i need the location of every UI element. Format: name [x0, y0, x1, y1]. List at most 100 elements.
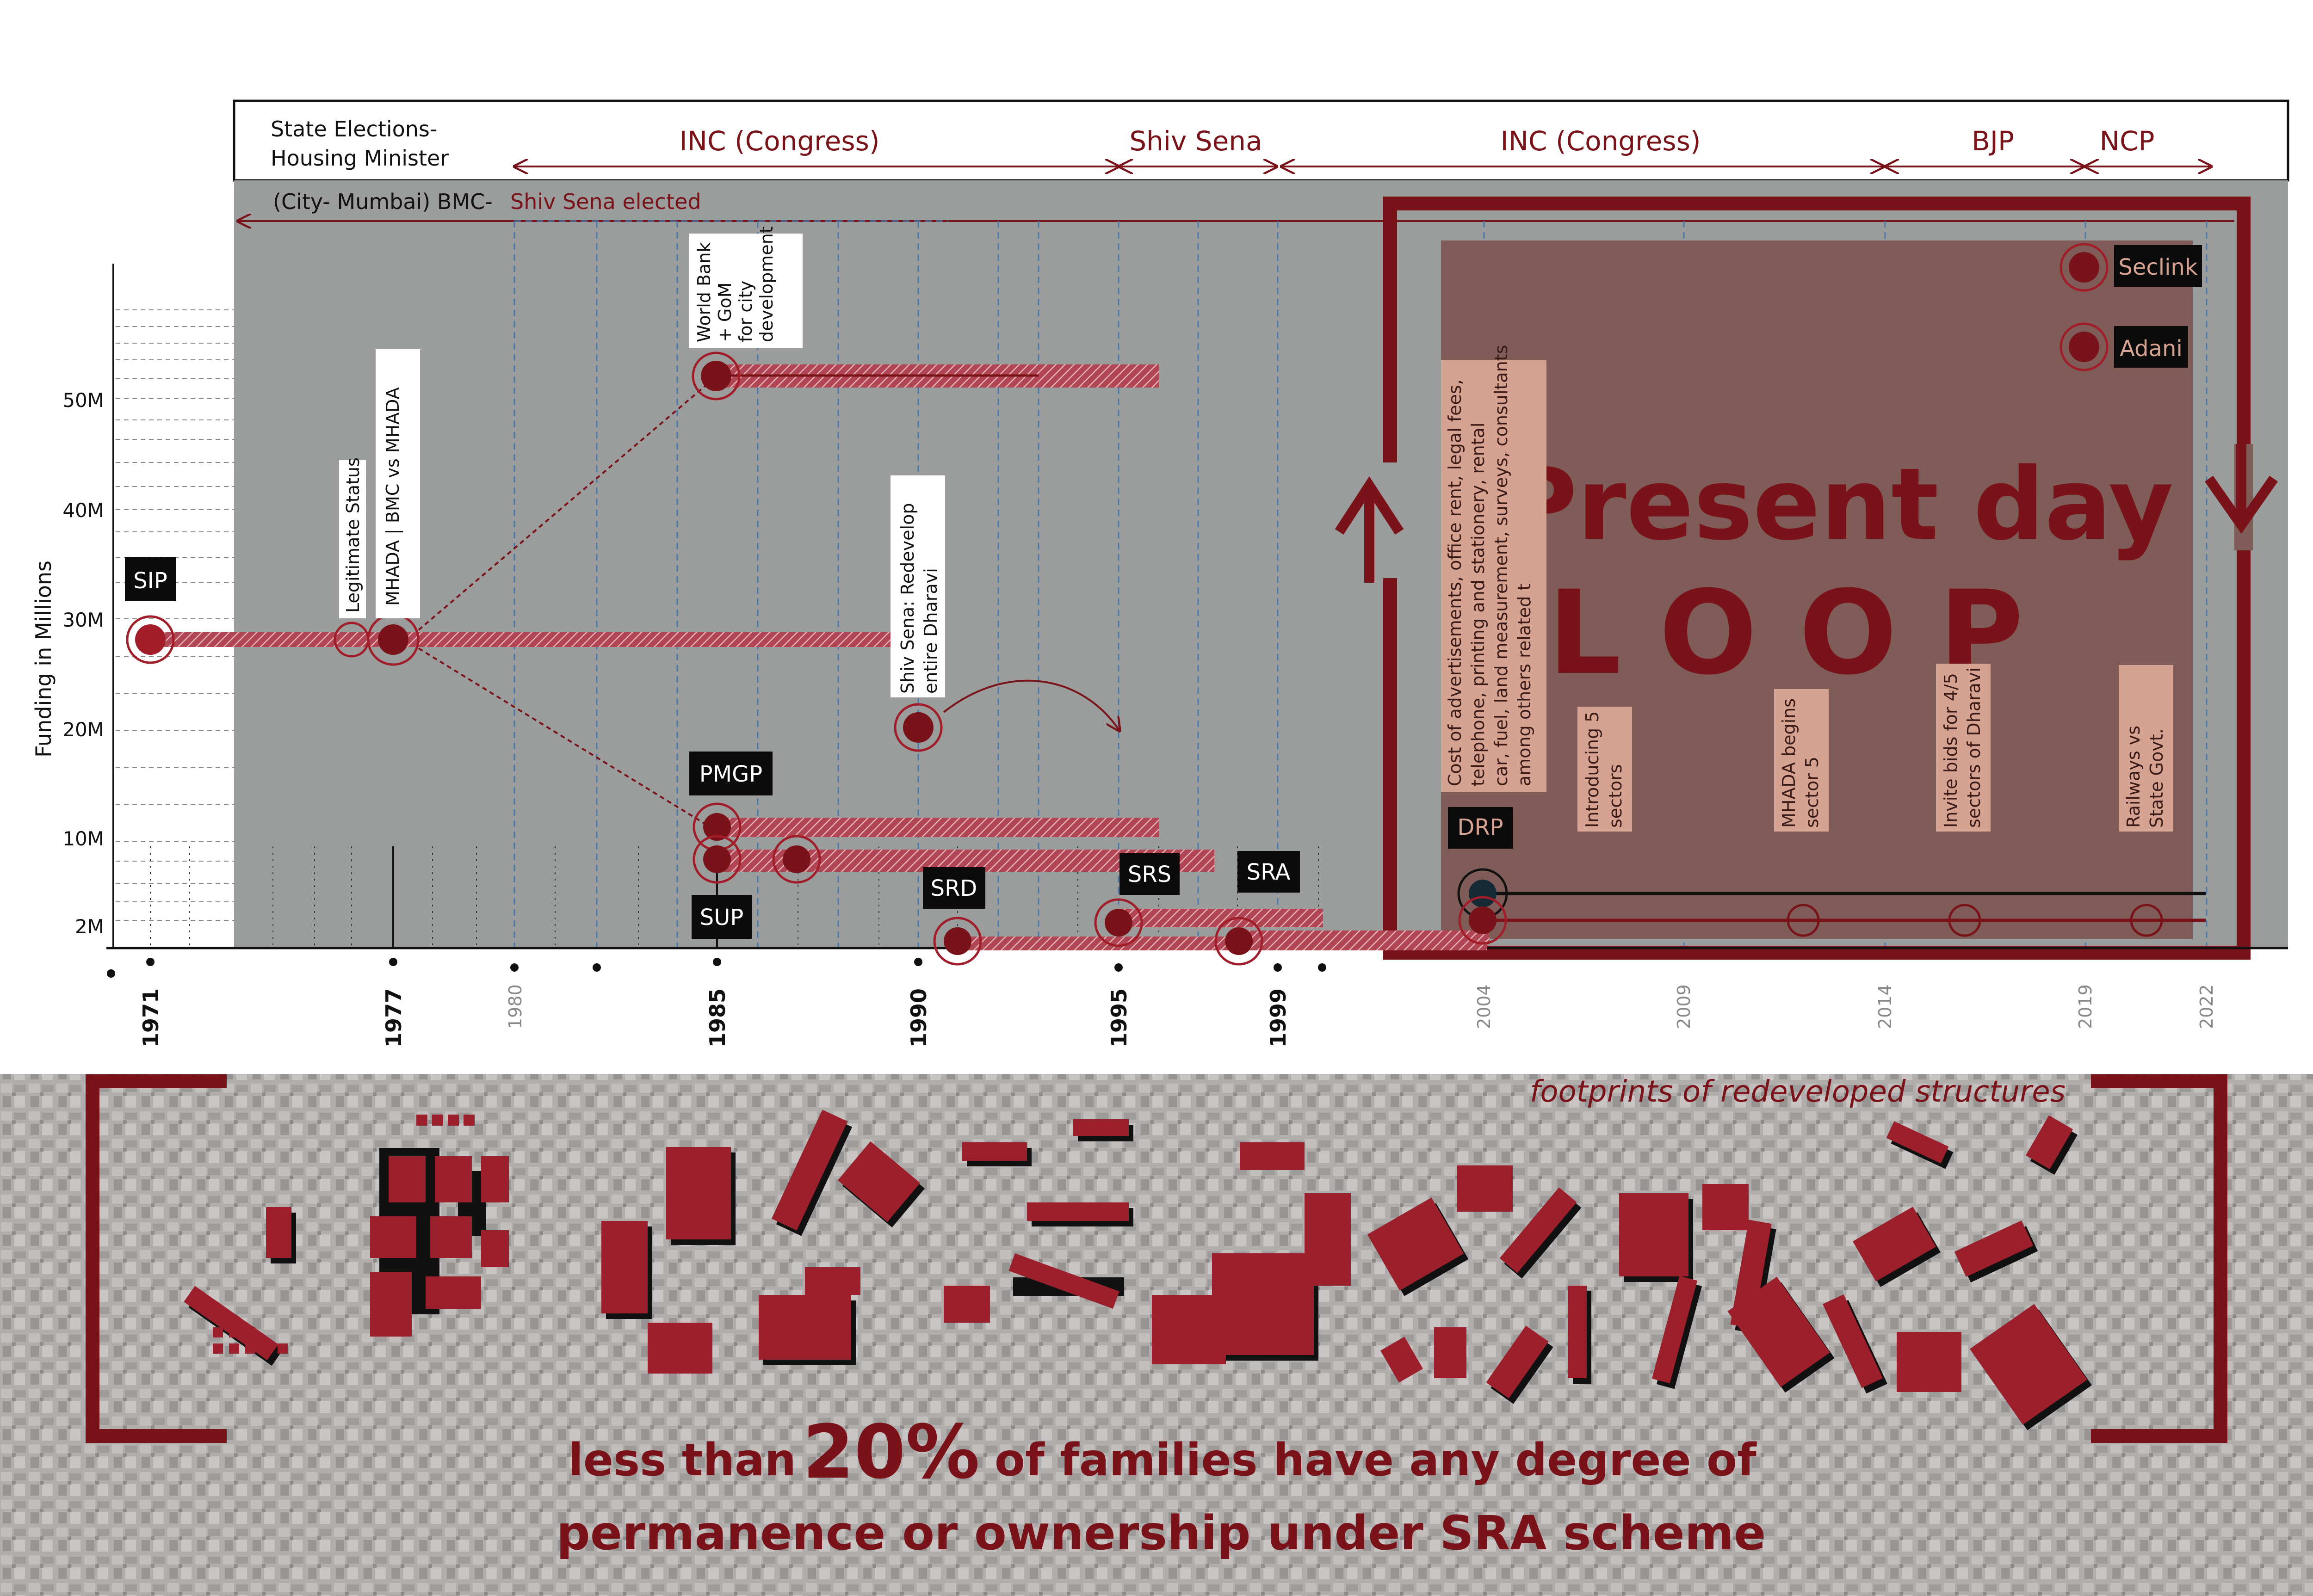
footprint-building	[1853, 1207, 1936, 1282]
stat-line2: permanence or ownership under SRA scheme	[557, 1506, 1766, 1561]
stat-text: less than 20% of families have any degre…	[557, 1409, 1766, 1561]
state-label-line1: State Elections-	[271, 117, 438, 142]
footprint-building	[1305, 1193, 1351, 1286]
bar-srs	[1119, 909, 1323, 927]
label-adani: Adani	[2120, 336, 2183, 362]
footprints-section: footprints of redeveloped structures	[0, 1074, 2313, 1596]
year-1990: 1990	[906, 988, 931, 1048]
footprint-building	[805, 1267, 860, 1295]
loop-title: Present day	[1504, 446, 2173, 562]
party-ncp: NCP	[2100, 125, 2155, 157]
footprint-building	[1367, 1197, 1464, 1291]
footprint-building	[1240, 1142, 1305, 1170]
footprint-building	[1434, 1327, 1466, 1378]
footprint-building	[944, 1286, 990, 1323]
event-cost-2: telephone, printing and stationery, rent…	[1468, 423, 1488, 786]
year-2014: 2014	[1875, 984, 1895, 1029]
x-year-labels-light: 1980 2004 2009 2014 2019 2022	[505, 984, 2217, 1029]
footprint-building	[2026, 1115, 2073, 1170]
event-bids-1: Invite bids for 4/5	[1941, 673, 1961, 828]
event-mhada5-2: sector 5	[1802, 757, 1822, 828]
event-mhada: MHADA | BMC vs MHADA	[383, 387, 403, 606]
label-drp: DRP	[1457, 814, 1503, 840]
footprints-caption: footprints of redeveloped structures	[1530, 1075, 2066, 1109]
marker-world-bank	[692, 351, 741, 401]
bar-pmgp	[719, 818, 1159, 837]
footprint-building	[1970, 1304, 2087, 1425]
loop-down-arrow-icon	[2204, 475, 2278, 534]
event-world-bank-4: development	[756, 226, 777, 342]
year-1985: 1985	[705, 988, 730, 1048]
y-axis-label: Funding in Millions	[31, 561, 56, 758]
footprint-building	[1727, 1276, 1830, 1387]
event-shiv-sena-2: entire Dharavi	[921, 568, 941, 694]
y-tick-labels: 50M 40M 30M 20M 10M 2M	[62, 389, 104, 938]
year-2009: 2009	[1674, 984, 1694, 1029]
loop-event-labels: Cost of advertisements, office rent, leg…	[1441, 345, 2173, 832]
bar-sra	[1240, 930, 1490, 944]
header: State Elections- Housing Minister INC (C…	[233, 99, 2289, 182]
footprint-building	[759, 1295, 851, 1360]
ytick-2m: 2M	[75, 915, 104, 938]
marker-srs	[1094, 898, 1143, 947]
year-2004: 2004	[1474, 984, 1494, 1029]
footprint-building	[962, 1142, 1027, 1161]
bracket-left	[86, 1074, 227, 1443]
event-legit-status: Legitimate Status	[343, 457, 363, 613]
event-cost-3: car, fuel, land measurement, surveys, co…	[1491, 345, 1511, 786]
year-1995: 1995	[1107, 988, 1132, 1048]
x-axis-dots	[107, 958, 1326, 978]
marker-sra	[1214, 917, 1263, 966]
label-sra: SRA	[1247, 859, 1291, 885]
footprint-building	[1651, 1276, 1698, 1384]
footprint-building	[601, 1221, 648, 1313]
footprint-building	[1073, 1119, 1129, 1136]
event-bids-2: sectors of Dharavi	[1964, 667, 1984, 828]
footprint-building	[1823, 1294, 1883, 1388]
marker-adani	[2059, 322, 2109, 371]
year-1999: 1999	[1266, 988, 1291, 1048]
ytick-10m: 10M	[62, 827, 104, 850]
event-railways-1: Railways vs	[2123, 726, 2144, 828]
footprint-building	[1568, 1286, 1587, 1378]
footprint-building	[1027, 1202, 1129, 1221]
marker-sip	[126, 615, 175, 664]
footprint-building	[666, 1147, 731, 1239]
event-mhada5-1: MHADA begins	[1779, 698, 1799, 828]
event-world-bank-1: World Bank	[694, 242, 714, 342]
footprint-building	[184, 1286, 278, 1361]
event-shiv-sena-1: Shiv Sena: Redevelop	[897, 503, 918, 694]
event-labels: Legitimate Status MHADA | BMC vs MHADA W…	[339, 226, 945, 697]
markers	[126, 243, 2163, 966]
footprint-building	[266, 1207, 291, 1258]
party-shiv-sena: Shiv Sena	[1129, 125, 1262, 157]
footprint-building	[1702, 1184, 1749, 1230]
ytick-50m: 50M	[62, 389, 104, 412]
footprint-building	[1954, 1220, 2034, 1277]
marker-seclink	[2059, 243, 2109, 292]
label-seclink: Seclink	[2118, 254, 2197, 280]
event-sectors-1: Introducing 5	[1582, 711, 1602, 828]
label-sip: SIP	[133, 568, 167, 594]
city-label: (City- Mumbai) BMC-	[273, 189, 493, 214]
marker-bids	[1948, 904, 1981, 937]
marker-mhada5	[1787, 904, 1820, 937]
marker-sup-2	[772, 835, 821, 884]
footprint-cluster	[213, 1115, 509, 1354]
footprint-building	[1212, 1253, 1314, 1355]
marker-sup	[693, 835, 742, 884]
footprint-building	[1008, 1253, 1119, 1309]
footprint-building	[1457, 1165, 1513, 1212]
footprint-building	[1499, 1187, 1577, 1273]
party-inc-2: INC (Congress)	[1501, 125, 1701, 157]
year-2019: 2019	[2075, 984, 2096, 1029]
stat-families: of families have any degree of	[995, 1434, 1757, 1486]
stat-value: 20%	[803, 1409, 980, 1495]
footprint-building	[1886, 1121, 1949, 1164]
event-railways-2: State Govt.	[2146, 728, 2167, 828]
footprint-building	[838, 1141, 920, 1222]
city-party: Shiv Sena elected	[510, 189, 701, 214]
bracket-right	[2091, 1074, 2227, 1443]
event-world-bank-3: for city	[736, 281, 756, 342]
